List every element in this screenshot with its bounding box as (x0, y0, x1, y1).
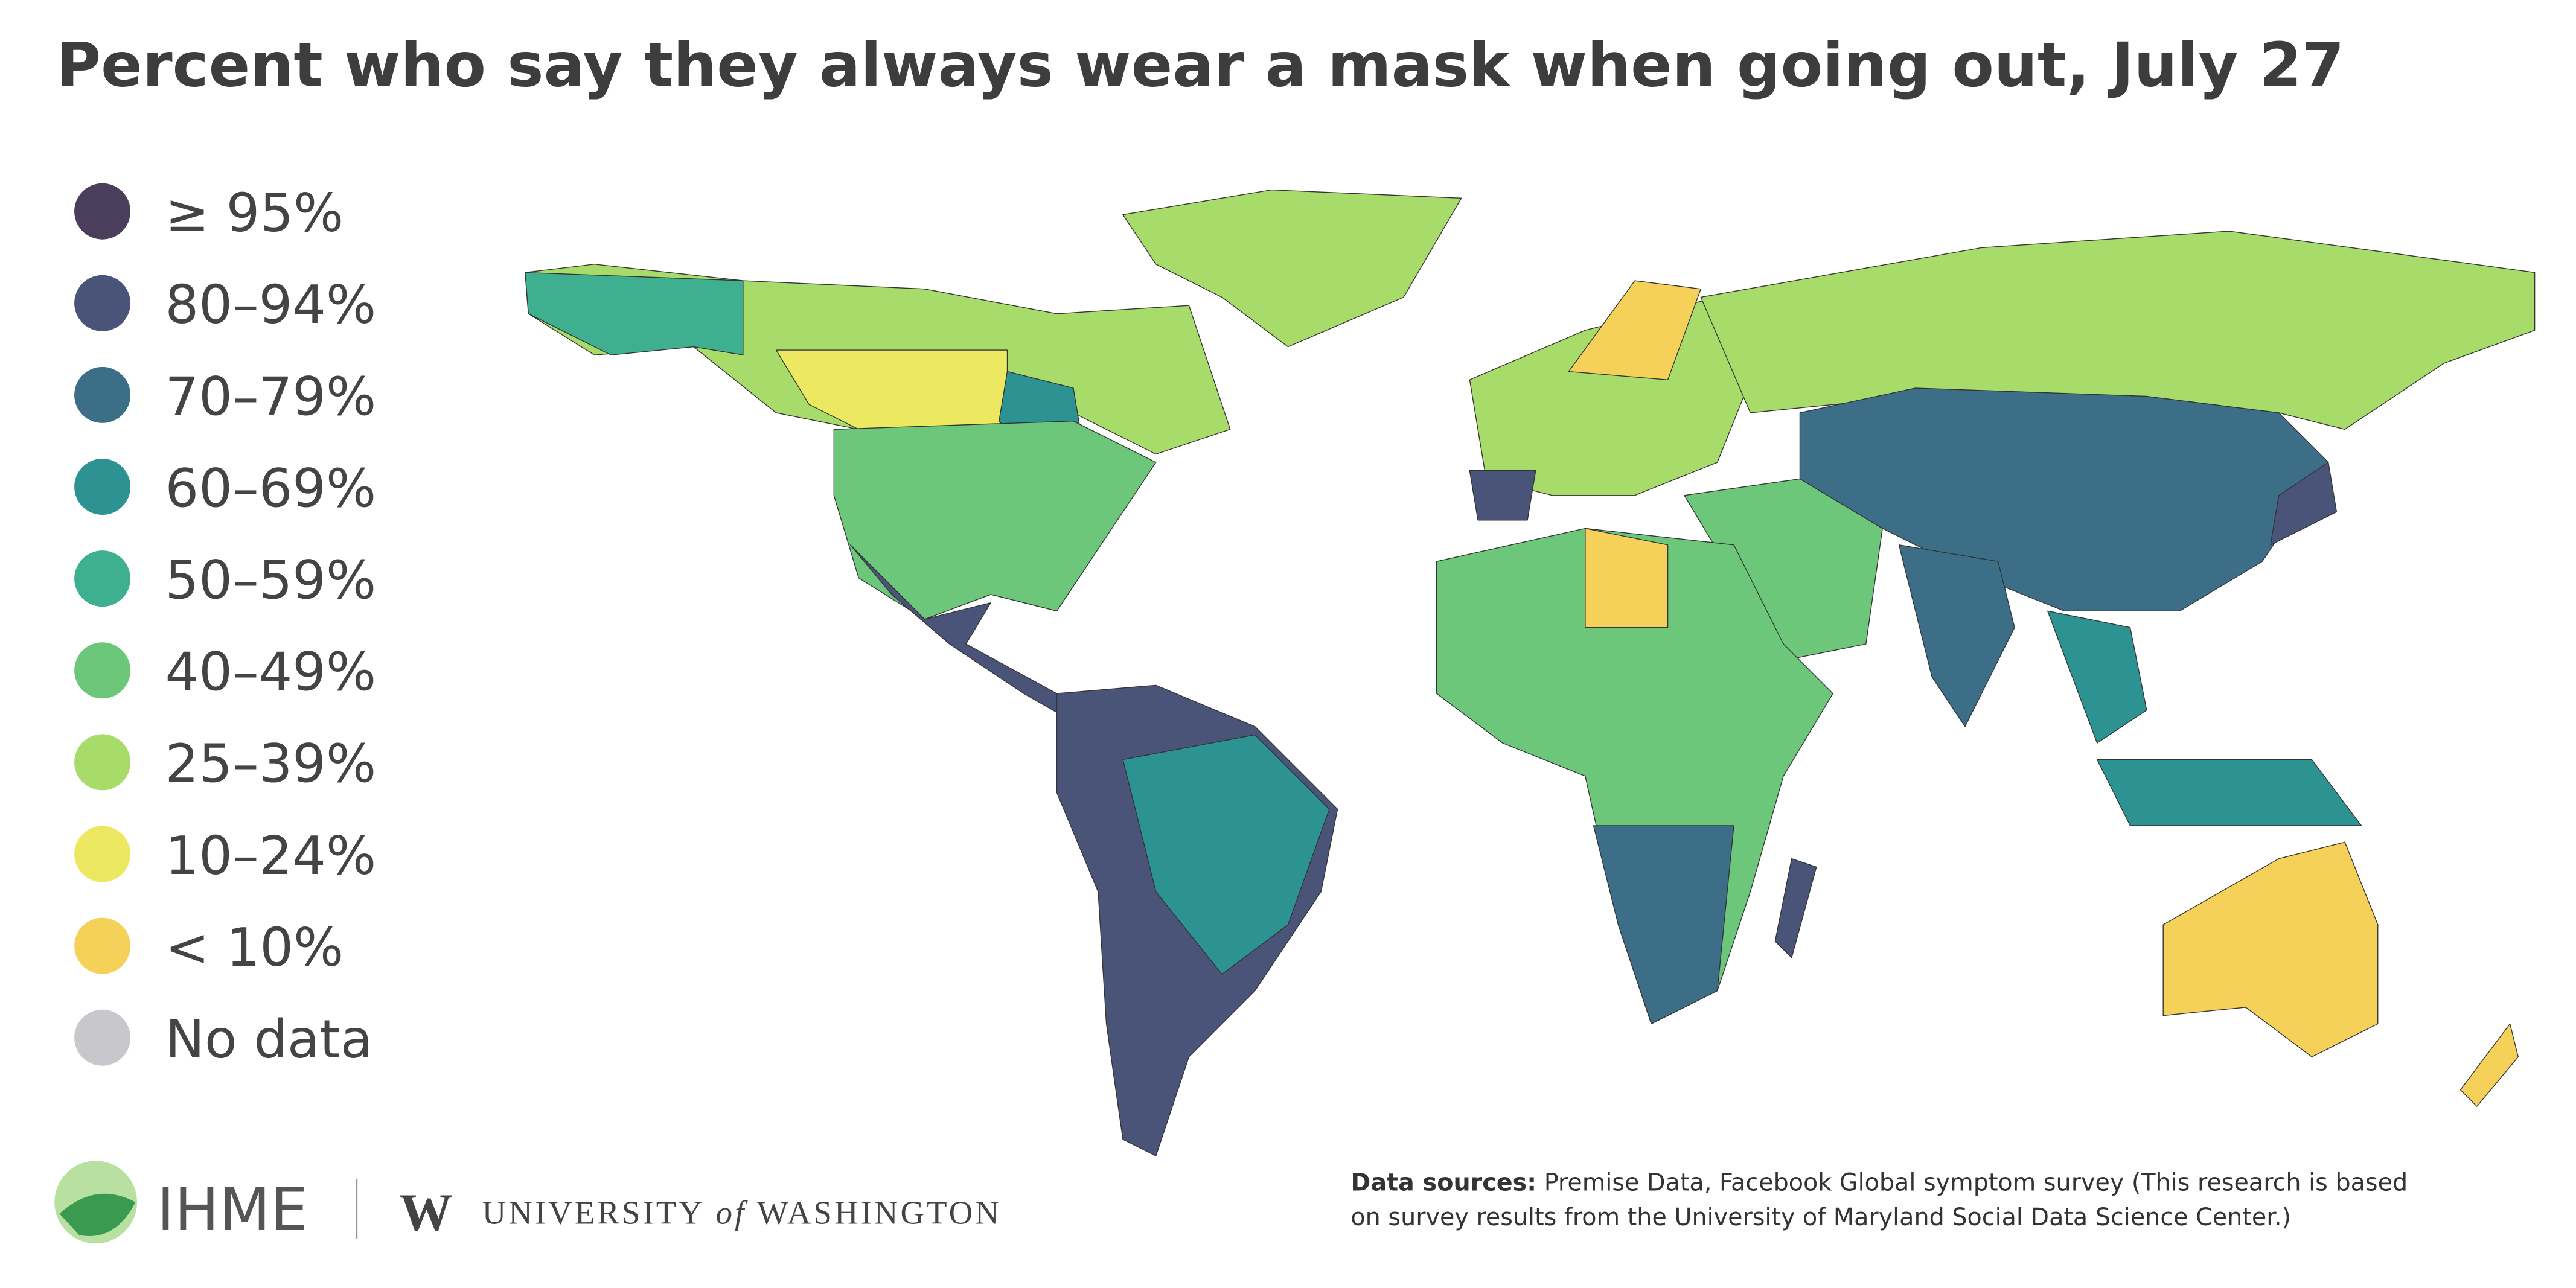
legend-swatch (74, 550, 131, 607)
region-japan (2270, 462, 2338, 546)
region-libya (1585, 528, 1669, 628)
region-china (1799, 387, 2329, 611)
legend-label: 40–49% (165, 642, 377, 703)
legend-label: < 10% (165, 917, 344, 978)
legend-swatch (74, 366, 131, 423)
uw-word: WASHINGTON (757, 1194, 1002, 1231)
source-label: Data sources: (1350, 1169, 1536, 1197)
legend-label: 50–59% (165, 549, 377, 611)
region-greenland (1122, 189, 1462, 348)
title: Percent who say they always wear a mask … (56, 29, 2344, 100)
region-iberia (1469, 470, 1536, 521)
region-alaska (525, 272, 744, 355)
uw-logo: W (400, 1183, 453, 1242)
legend-swatch (74, 459, 131, 515)
legend-swatch (74, 642, 131, 699)
legend-swatch (74, 917, 131, 974)
region-australia (2162, 841, 2379, 1057)
world-map (525, 189, 2536, 1156)
region-scandinavia (1568, 280, 1701, 380)
legend-swatch (74, 1009, 131, 1066)
legend-label: 70–79% (165, 366, 377, 427)
region-africa (1436, 528, 1833, 1024)
footer: IHME W UNIVERSITY of WASHINGTON Data sou… (54, 1161, 2408, 1245)
ihme-logo-leaf (59, 1193, 136, 1237)
region-brazil (1122, 734, 1330, 975)
region-southern-africa (1593, 825, 1734, 1024)
legend-label: 60–69% (165, 457, 377, 519)
legend-label: 80–94% (165, 274, 377, 336)
legend-swatch (74, 734, 131, 791)
legend-label: ≥ 95% (165, 182, 344, 244)
legend-label: 10–24% (165, 825, 377, 887)
legend-label: 25–39% (165, 733, 377, 795)
region-new-zealand (2459, 1023, 2519, 1107)
region-se-asia (2047, 610, 2147, 744)
source-line: Data sources: Premise Data, Facebook Glo… (1350, 1169, 2408, 1197)
region-india (1898, 544, 2015, 727)
uw-name: UNIVERSITY of WASHINGTON (482, 1194, 1002, 1231)
legend-swatch (74, 826, 131, 882)
ihme-name: IHME (157, 1176, 308, 1245)
region-madagascar (1774, 858, 1817, 958)
uw-word: UNIVERSITY (482, 1194, 705, 1231)
uw-word: of (716, 1194, 748, 1231)
legend-label: No data (165, 1009, 373, 1070)
legend-swatch (74, 183, 131, 240)
legend-swatch (74, 275, 131, 331)
source-text: Premise Data, Facebook Global symptom su… (1544, 1169, 2408, 1197)
region-indonesia (2097, 759, 2362, 826)
region-usa (833, 420, 1157, 620)
source-text: on survey results from the University of… (1350, 1204, 2291, 1231)
legend: ≥ 95% 80–94% 70–79% 60–69% 50–59% 40–49% 25–39… (74, 182, 376, 1070)
